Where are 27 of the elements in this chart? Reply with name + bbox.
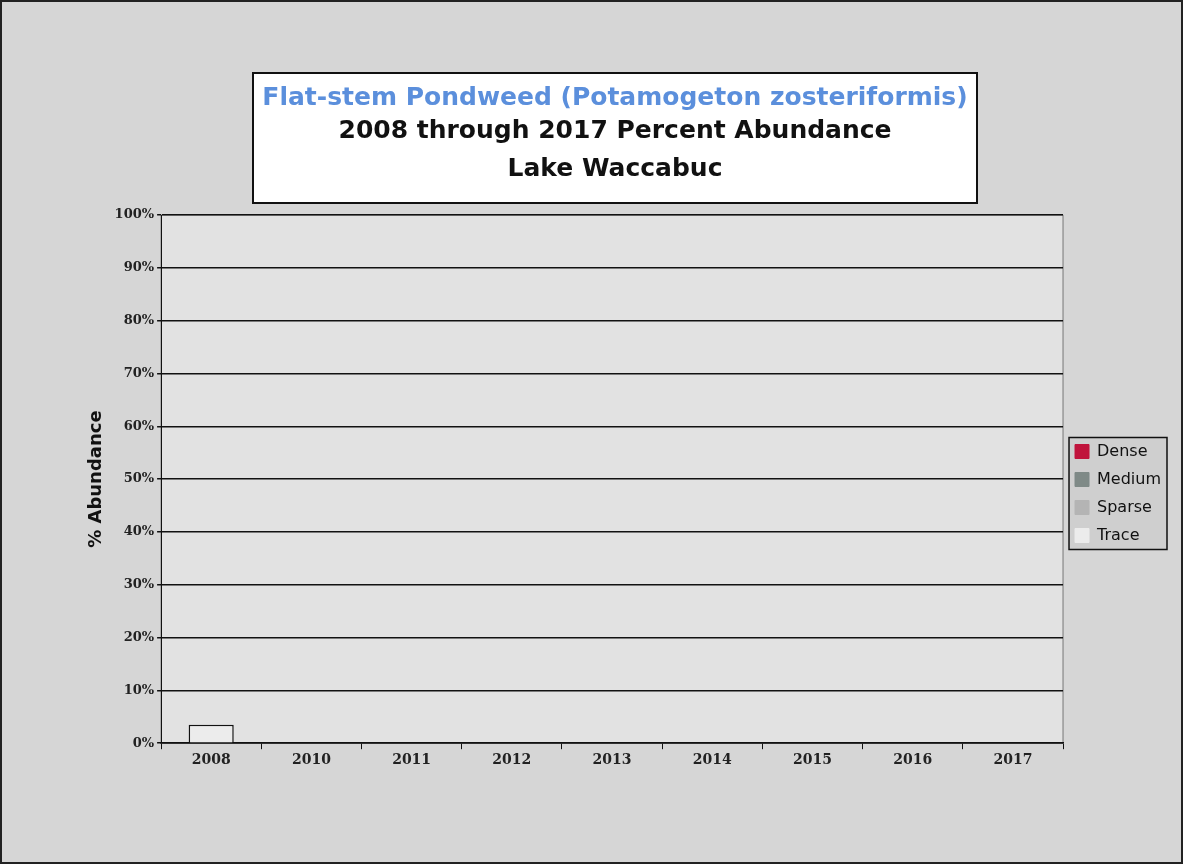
legend-label: Trace [1096,524,1140,544]
y-tick-label: 80% [123,312,155,328]
y-tick-label: 60% [123,417,155,433]
legend-label: Sparse [1097,496,1152,516]
legend-label: Dense [1097,440,1148,460]
legend-label: Medium [1097,468,1162,488]
y-tick-label: 40% [123,523,155,539]
y-axis-title: % Abundance [84,410,106,548]
y-tick-label: 0% [132,734,155,750]
x-tick-label: 2016 [893,751,933,768]
x-tick-label: 2011 [392,751,432,768]
x-tick-label: 2013 [592,751,632,768]
x-tick-label: 2008 [191,751,231,768]
y-tick-label: 30% [123,576,155,592]
chart-subtitle: 2008 through 2017 Percent Abundance Lake Waccabuc [337,114,893,184]
y-tick-label: 20% [123,628,155,644]
y-tick-label: 50% [123,470,155,486]
y-tick-label: 10% [123,681,155,697]
x-tick-label: 2012 [492,751,532,768]
y-tick-label: 100% [114,206,155,222]
x-tick-label: 2017 [993,751,1033,768]
x-tick-label: 2015 [793,751,832,768]
x-tick-label: 2010 [291,751,332,768]
x-tick-label: 2014 [692,751,733,768]
y-tick-label: 90% [123,259,155,275]
y-tick-label: 70% [123,364,155,380]
chart-title: Flat-stem Pondweed (Potamogeton zosteriformis) [261,82,969,111]
